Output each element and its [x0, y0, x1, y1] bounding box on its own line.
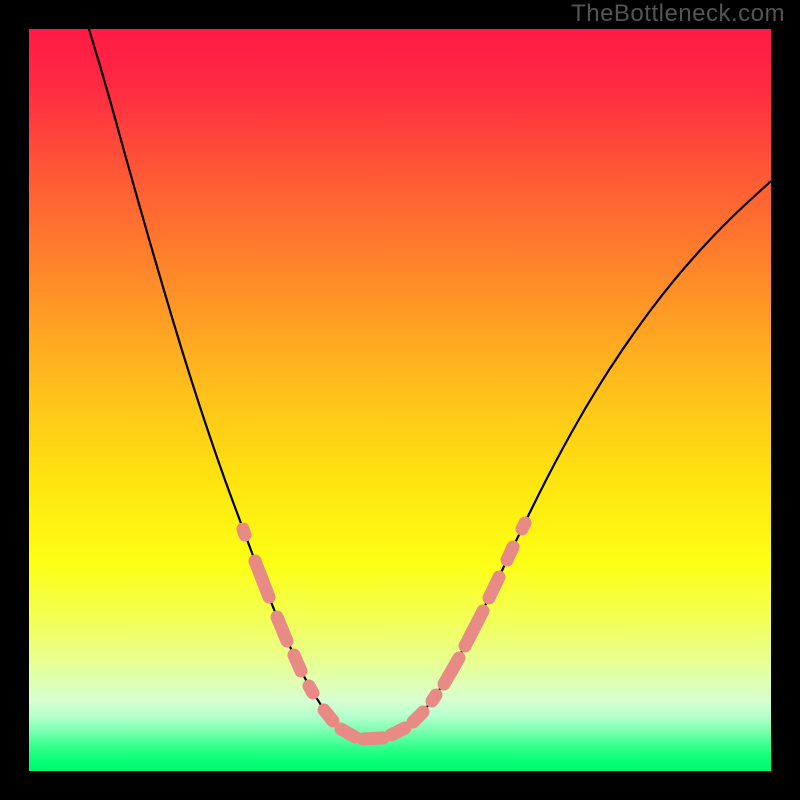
- bottleneck-curve: [89, 29, 771, 739]
- highlight-segment: [255, 561, 269, 597]
- highlight-segment: [489, 577, 499, 598]
- plot-frame: [29, 29, 771, 771]
- highlight-segment: [363, 738, 383, 739]
- highlight-segment: [507, 547, 513, 560]
- highlight-segment: [277, 617, 287, 641]
- highlight-segment: [294, 655, 301, 671]
- highlight-segment: [432, 695, 436, 701]
- curve-layer: [29, 29, 771, 771]
- highlight-segment: [341, 729, 355, 737]
- highlight-segment: [309, 686, 313, 693]
- highlight-segment: [444, 658, 459, 684]
- highlight-segment: [522, 523, 525, 529]
- watermark-text: TheBottleneck.com: [571, 0, 785, 28]
- highlight-segment: [413, 712, 423, 722]
- highlight-segment: [243, 529, 245, 535]
- highlight-segment: [391, 728, 405, 735]
- highlight-segment: [324, 710, 333, 721]
- highlight-segment: [465, 611, 483, 646]
